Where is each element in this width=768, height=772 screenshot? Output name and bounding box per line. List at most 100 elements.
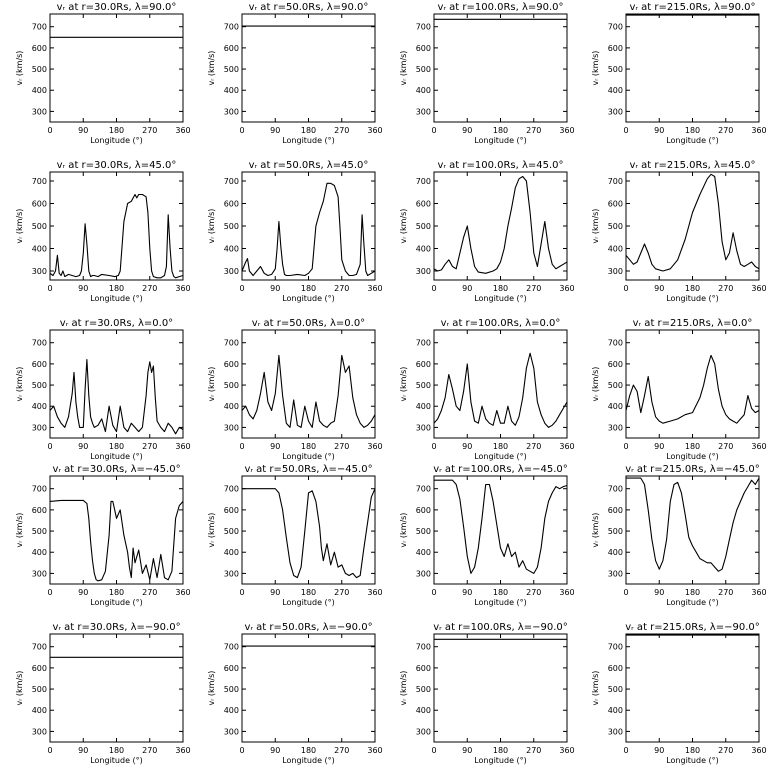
- y-tick-label: 500: [224, 527, 239, 536]
- x-tick-label: 270: [142, 588, 157, 597]
- series-line: [241, 182, 376, 277]
- panel-9: vᵣ at r=50.0Rs, λ=0.0° 0 90 180 270 360 300 400…: [207, 318, 383, 461]
- panel-title: vᵣ at r=50.0Rs, λ=−90.0°: [244, 622, 372, 633]
- x-tick-label: 270: [334, 588, 349, 597]
- y-axis-label: vᵣ (km/s): [591, 209, 600, 244]
- y-tick-label: 500: [224, 685, 239, 694]
- x-tick-label: 360: [559, 284, 574, 293]
- y-tick-label: 700: [224, 177, 239, 186]
- x-axis-label: Longitude (°): [282, 598, 335, 607]
- y-tick-label: 400: [416, 86, 431, 95]
- x-tick-label: 270: [142, 126, 157, 135]
- x-axis-label: Longitude (°): [282, 294, 335, 303]
- panel-12: vᵣ at r=30.0Rs, λ=−45.0° 0 90 180 270 360 300 4…: [15, 464, 191, 607]
- y-tick-label: 400: [224, 706, 239, 715]
- plot-frame: [625, 171, 760, 281]
- x-tick-label: 180: [109, 126, 124, 135]
- x-tick-label: 270: [718, 126, 733, 135]
- x-tick-label: 180: [493, 442, 508, 451]
- y-axis-label: vᵣ (km/s): [207, 209, 216, 244]
- x-axis-label: Longitude (°): [474, 452, 527, 461]
- y-tick-label: 500: [224, 65, 239, 74]
- series-line: [434, 479, 568, 574]
- x-tick-label: 0: [47, 588, 52, 597]
- y-tick-label: 700: [32, 339, 47, 348]
- x-axis-label: Longitude (°): [90, 136, 143, 145]
- y-tick-label: 300: [32, 107, 47, 116]
- y-tick-label: 300: [416, 423, 431, 432]
- y-tick-label: 700: [32, 643, 47, 652]
- y-tick-label: 400: [224, 548, 239, 557]
- y-tick-label: 600: [608, 506, 623, 515]
- y-tick-label: 600: [32, 200, 47, 209]
- y-tick-label: 600: [32, 506, 47, 515]
- y-tick-label: 700: [32, 485, 47, 494]
- x-tick-label: 0: [239, 442, 244, 451]
- x-tick-label: 270: [334, 746, 349, 755]
- x-tick-label: 90: [78, 126, 88, 135]
- y-axis-label: vᵣ (km/s): [207, 51, 216, 86]
- panel-17: vᵣ at r=50.0Rs, λ=−90.0° 0 90 180 270 360 300 4…: [207, 622, 383, 765]
- x-tick-label: 0: [47, 442, 52, 451]
- y-tick-label: 300: [416, 727, 431, 736]
- panel-title: vᵣ at r=30.0Rs, λ=−90.0°: [52, 622, 180, 633]
- x-tick-label: 270: [334, 284, 349, 293]
- x-axis-label: Longitude (°): [282, 756, 335, 765]
- x-tick-label: 90: [270, 746, 280, 755]
- y-tick-label: 600: [416, 360, 431, 369]
- x-tick-label: 90: [462, 588, 472, 597]
- panel-3: vᵣ at r=215.0Rs, λ=90.0° 0 90 180 270 360 300 4…: [591, 2, 767, 145]
- y-tick-label: 500: [416, 527, 431, 536]
- x-tick-label: 360: [175, 746, 190, 755]
- plot-frame: [49, 633, 184, 743]
- x-axis-label: Longitude (°): [474, 756, 527, 765]
- x-tick-label: 180: [493, 126, 508, 135]
- panel-title: vᵣ at r=215.0Rs, λ=−90.0°: [625, 622, 760, 633]
- y-tick-label: 300: [608, 569, 623, 578]
- x-tick-label: 180: [685, 746, 700, 755]
- y-tick-label: 400: [608, 548, 623, 557]
- x-tick-label: 360: [175, 284, 190, 293]
- panel-title: vᵣ at r=50.0Rs, λ=45.0°: [249, 160, 369, 171]
- y-tick-label: 400: [416, 548, 431, 557]
- y-tick-label: 300: [32, 267, 47, 276]
- x-tick-label: 90: [270, 588, 280, 597]
- panel-title: vᵣ at r=100.0Rs, λ=−90.0°: [433, 622, 568, 633]
- x-tick-label: 90: [654, 588, 664, 597]
- x-tick-label: 0: [239, 284, 244, 293]
- panel-2: vᵣ at r=100.0Rs, λ=90.0° 0 90 180 270 360 300 4…: [399, 2, 575, 145]
- y-tick-label: 500: [608, 65, 623, 74]
- x-tick-label: 360: [751, 746, 766, 755]
- y-axis-label: vᵣ (km/s): [399, 51, 408, 86]
- x-tick-label: 0: [431, 746, 436, 755]
- y-tick-label: 600: [32, 44, 47, 53]
- y-tick-label: 700: [224, 23, 239, 32]
- x-tick-label: 0: [623, 442, 628, 451]
- plot-frame: [433, 475, 568, 585]
- x-tick-label: 360: [559, 126, 574, 135]
- panel-10: vᵣ at r=100.0Rs, λ=0.0° 0 90 180 270 360 300 40…: [399, 318, 575, 461]
- x-tick-label: 90: [270, 284, 280, 293]
- x-tick-label: 360: [175, 126, 190, 135]
- y-tick-label: 400: [32, 706, 47, 715]
- y-tick-label: 300: [608, 727, 623, 736]
- panel-18: vᵣ at r=100.0Rs, λ=−90.0° 0 90 180 270 360 300…: [399, 622, 575, 765]
- y-tick-label: 400: [32, 548, 47, 557]
- y-tick-label: 400: [416, 706, 431, 715]
- x-tick-label: 180: [301, 284, 316, 293]
- x-tick-label: 360: [367, 588, 382, 597]
- panel-title: vᵣ at r=100.0Rs, λ=0.0°: [441, 318, 561, 329]
- x-tick-label: 360: [751, 284, 766, 293]
- plot-frame: [625, 13, 760, 123]
- x-axis-label: Longitude (°): [90, 598, 143, 607]
- y-tick-label: 400: [224, 245, 239, 254]
- x-tick-label: 0: [431, 284, 436, 293]
- x-tick-label: 270: [526, 442, 541, 451]
- panel-15: vᵣ at r=215.0Rs, λ=−45.0° 0 90 180 270 360 300…: [591, 464, 767, 607]
- x-tick-label: 0: [239, 588, 244, 597]
- y-tick-label: 400: [32, 245, 47, 254]
- x-tick-label: 270: [526, 126, 541, 135]
- x-tick-label: 180: [109, 746, 124, 755]
- y-axis-label: vᵣ (km/s): [399, 209, 408, 244]
- y-tick-label: 300: [224, 423, 239, 432]
